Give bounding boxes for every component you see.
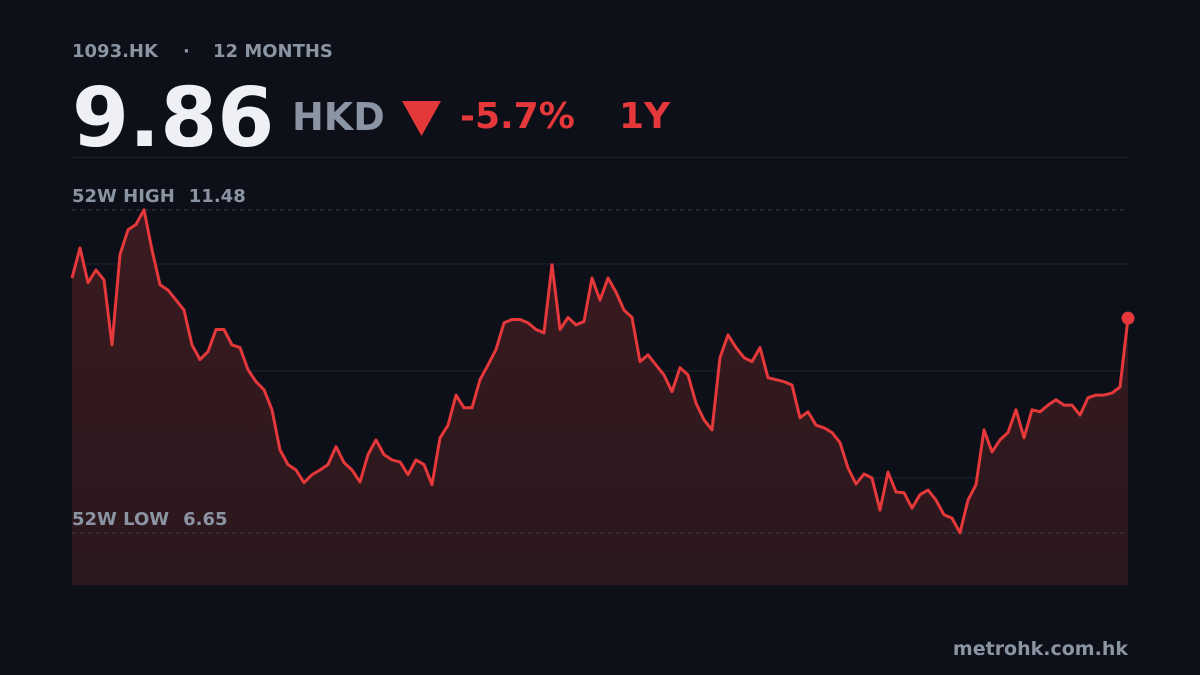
price: 9.86: [72, 71, 274, 166]
price-line: [70, 208, 1130, 535]
period-label: 12 MONTHS: [213, 41, 333, 62]
high-label: 52W HIGH: [72, 186, 175, 207]
area-fill: [72, 209, 1128, 586]
high-value: 11.48: [189, 186, 246, 207]
last-point: [1121, 311, 1135, 325]
footer: metrohk.com.hk: [953, 638, 1128, 660]
ticker: 1093.HK: [72, 41, 159, 62]
plot: 52W HIGH 11.48 52W LOW 6.65: [70, 186, 1135, 586]
separator: ·: [183, 41, 190, 62]
low-value: 6.65: [183, 509, 227, 530]
change: -5.7%: [460, 96, 575, 137]
down-arrow: [402, 101, 441, 136]
low-label: 52W LOW: [72, 509, 169, 530]
range: 1Y: [619, 96, 671, 137]
currency: HKD: [292, 95, 385, 139]
